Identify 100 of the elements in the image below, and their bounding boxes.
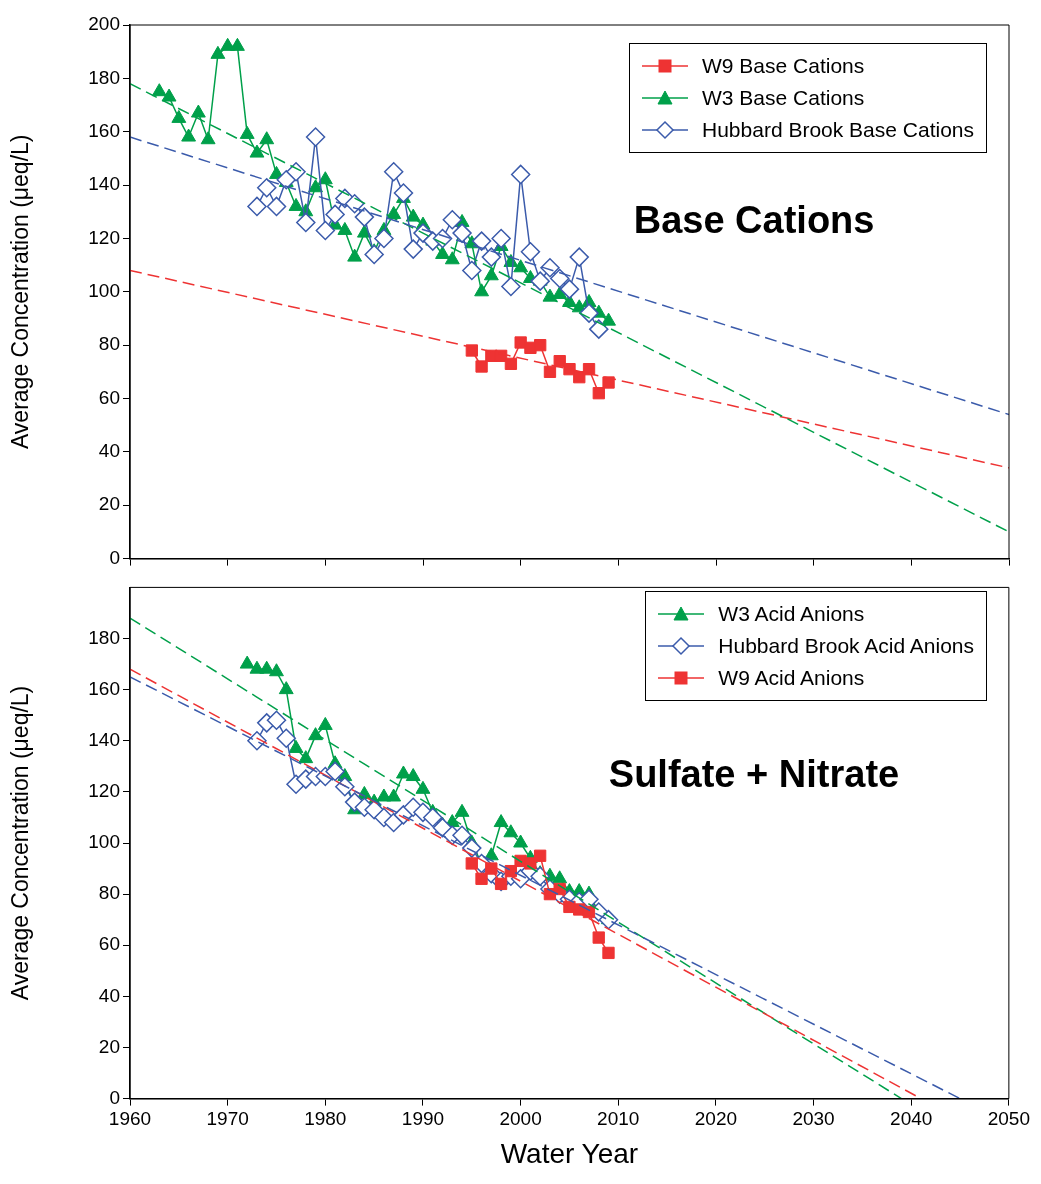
point [592, 931, 605, 944]
x-tick-label: 2030 [792, 1108, 835, 1130]
point [298, 750, 314, 764]
point [415, 780, 431, 794]
y-tick-label: 180 [88, 66, 120, 88]
point [354, 207, 375, 227]
x-tick-label: 1980 [304, 1108, 347, 1130]
point [534, 339, 547, 352]
y-tick-label: 0 [109, 1086, 120, 1108]
y-tick-label: 160 [88, 677, 120, 699]
point [288, 197, 304, 211]
point [474, 283, 490, 297]
point [325, 761, 345, 782]
legend-label: W9 Acid Anions [718, 666, 865, 690]
point [239, 125, 255, 139]
point [442, 210, 463, 230]
point [337, 221, 353, 235]
point [383, 161, 404, 182]
point [589, 319, 609, 339]
x-tick-label: 1970 [206, 1108, 249, 1130]
point [483, 267, 499, 281]
point [549, 268, 570, 289]
point [171, 109, 187, 123]
point [210, 45, 226, 59]
y-tick-label: 80 [98, 333, 120, 355]
point [465, 857, 478, 870]
point [286, 161, 306, 182]
point [513, 259, 529, 273]
point [452, 825, 472, 846]
point [317, 171, 333, 185]
point [249, 144, 265, 158]
point [475, 872, 488, 885]
y-tick-label: 200 [88, 13, 120, 35]
point [422, 807, 443, 828]
legend-label: W3 Base Cations [702, 86, 865, 110]
point [305, 127, 326, 147]
point [239, 655, 255, 669]
point [444, 251, 460, 265]
point [552, 870, 568, 884]
y-tick-label: 60 [98, 933, 120, 955]
point [266, 710, 287, 731]
point [471, 231, 492, 251]
point [475, 360, 488, 373]
x-tick-label: 2000 [499, 1108, 542, 1130]
x-axis-title: Water Year [500, 1137, 639, 1169]
point [579, 303, 599, 323]
point [386, 788, 402, 802]
point [520, 242, 541, 262]
point [396, 765, 411, 779]
point [308, 179, 323, 193]
point [504, 357, 518, 370]
y-tick-label: 40 [98, 440, 120, 462]
point [161, 88, 177, 102]
point [276, 169, 297, 190]
x-tick-label: 2010 [597, 1108, 640, 1130]
point [356, 224, 372, 238]
point [543, 365, 557, 378]
point [247, 196, 267, 217]
y-tick-label: 20 [98, 1035, 120, 1057]
y-tick-label: 100 [88, 280, 120, 302]
y-tick-label: 140 [88, 728, 120, 750]
x-tick-label: 2050 [987, 1108, 1031, 1130]
point [288, 739, 304, 753]
point [559, 279, 580, 299]
point [190, 104, 206, 118]
point [533, 849, 547, 862]
point [530, 271, 550, 291]
annotation: Base Cations [633, 198, 875, 241]
y-tick-label: 40 [98, 984, 120, 1006]
y-tick-label: 140 [88, 173, 120, 195]
point [491, 228, 511, 249]
point [151, 83, 167, 97]
point [278, 681, 294, 695]
point [592, 387, 605, 400]
point [481, 247, 502, 267]
point [269, 663, 284, 677]
point [393, 183, 414, 203]
legend-label: Hubbard Brook Acid Anions [718, 634, 974, 658]
point [315, 220, 336, 241]
legend-label: W3 Acid Anions [718, 602, 865, 626]
point [317, 716, 333, 730]
x-tick-label: 1960 [108, 1108, 152, 1130]
y-tick-label: 120 [88, 226, 120, 248]
point [503, 824, 519, 838]
point [602, 946, 615, 960]
point [405, 768, 421, 782]
point [374, 228, 394, 249]
x-tick-label: 2020 [694, 1108, 738, 1130]
y-axis-title: Average Concentration (μeq/L) [7, 134, 34, 450]
point [501, 276, 521, 297]
y-tick-label: 20 [98, 493, 120, 515]
point [601, 312, 616, 326]
point [513, 834, 529, 848]
point [325, 204, 345, 225]
y-tick-label: 60 [98, 386, 120, 408]
point [454, 803, 470, 817]
point [230, 37, 245, 51]
y-tick-label: 100 [88, 831, 120, 853]
point [569, 247, 590, 267]
point [266, 196, 287, 217]
